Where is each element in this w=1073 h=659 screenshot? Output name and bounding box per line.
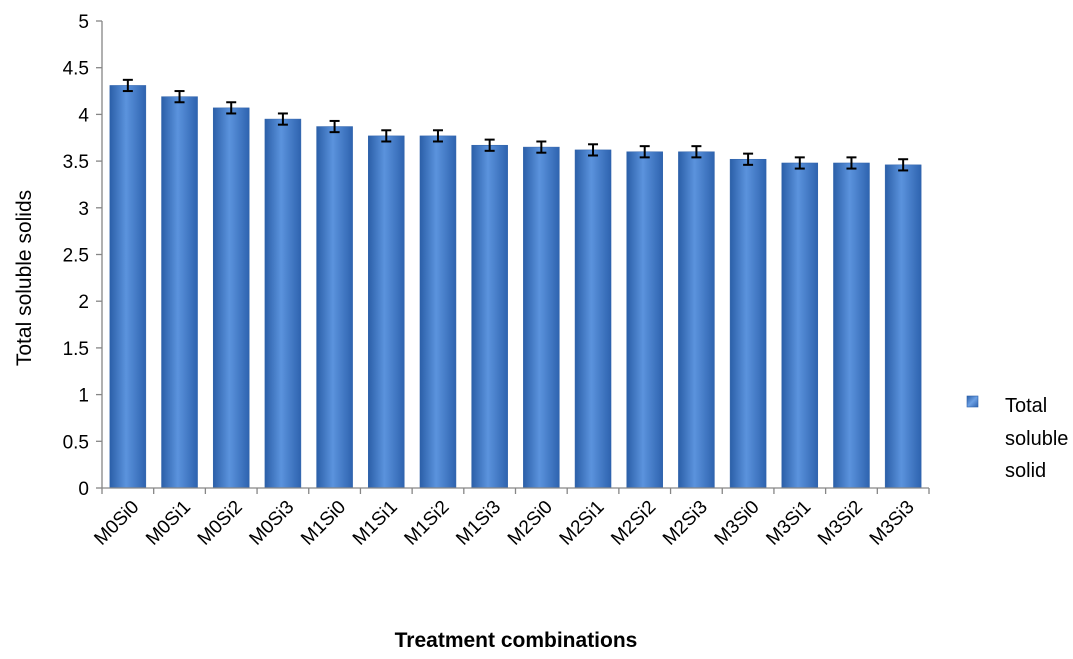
bar [368,135,405,489]
x-tick-label: M3Si1 [762,497,815,550]
x-ticks: M0Si0M0Si1M0Si2M0Si3M1Si0M1Si1M1Si2M1Si3… [90,488,930,550]
y-tick-label: 0 [78,479,89,500]
bar [264,118,302,489]
x-tick-label: M1Si1 [349,497,402,550]
y-tick-label: 5 [78,12,89,33]
y-tick-label: 1.5 [63,339,89,360]
bar [574,149,612,489]
bars-layer [109,85,922,489]
error-bar [536,140,547,154]
y-tick-label: 3.5 [63,152,89,173]
legend-label-line: soluble [1005,428,1068,450]
x-tick-label: M3Si0 [711,497,764,550]
y-tick-label: 4.5 [63,59,89,80]
error-bar [743,152,754,166]
bar [471,144,508,489]
error-bar [588,143,599,157]
y-tick-label: 2 [78,292,89,313]
y-axis-title: Total soluble solids [13,190,36,366]
legend-swatch [966,395,979,408]
bar [678,151,715,489]
x-tick-label: M0Si1 [142,497,195,550]
error-bar [484,138,495,152]
y-tick-label: 1 [78,386,89,407]
y-ticks: 0 0.5 1 1.5 2 2.5 3 3.5 4 4.5 5 [63,12,102,500]
x-axis-title: Treatment combinations [395,629,638,652]
y-tick-label: 2.5 [63,246,89,267]
error-bar [691,145,702,159]
legend: Total soluble solid [966,395,1068,482]
error-bar [277,112,288,126]
x-tick-label: M3Si3 [866,497,919,550]
bar [523,146,560,489]
error-bar [846,156,857,170]
error-bar [898,158,909,172]
y-tick-label: 4 [78,105,89,126]
x-tick-label: M3Si2 [814,497,867,550]
x-tick-label: M1Si2 [401,497,454,550]
bar [884,164,922,489]
bar [729,158,767,489]
x-tick-label: M2Si2 [607,497,660,550]
x-tick-label: M2Si0 [504,497,557,550]
error-bar [226,101,237,115]
bar [109,85,147,489]
error-bar [174,90,185,104]
bar [212,107,250,489]
bar [419,135,457,489]
x-tick-label: M0Si3 [246,497,299,550]
error-bar [432,129,443,143]
legend-label-line: solid [1005,460,1046,482]
x-tick-label: M1Si3 [452,497,505,550]
x-tick-label: M2Si1 [556,497,609,550]
error-bar [639,145,650,159]
error-bar [381,129,392,143]
bar [781,162,819,489]
error-bars-layer [122,78,909,172]
error-bar [122,78,133,93]
y-tick-label: 3 [78,199,89,220]
x-tick-label: M0Si0 [90,497,143,550]
y-tick-label: 0.5 [63,432,89,453]
bar [833,162,870,489]
bar [161,96,198,489]
legend-label-line: Total [1005,395,1047,417]
error-bar [794,156,805,170]
x-tick-label: M1Si0 [297,497,350,550]
bar [316,126,353,489]
error-bar [329,119,340,134]
x-tick-label: M0Si2 [194,497,247,550]
x-tick-label: M2Si3 [659,497,712,550]
bar [626,151,663,489]
